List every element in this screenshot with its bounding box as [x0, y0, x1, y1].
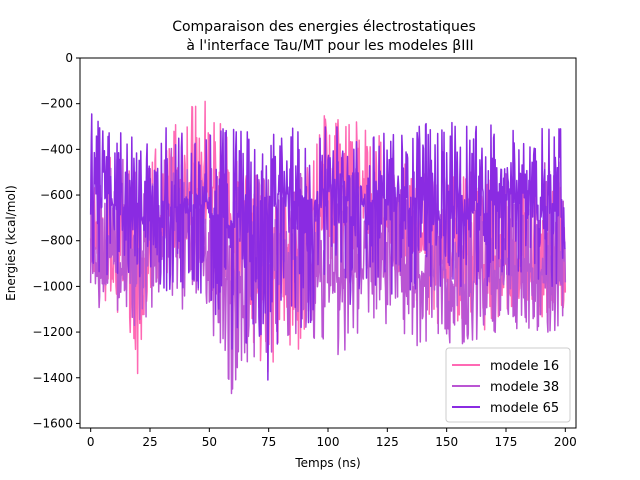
x-tick-label: 200 — [554, 435, 577, 449]
x-tick-label: 25 — [142, 435, 157, 449]
x-tick-label: 150 — [435, 435, 458, 449]
y-tick-label: −1600 — [32, 416, 73, 430]
chart-title-line-2: à l'interface Tau/MT pour les modeles βI… — [186, 38, 473, 54]
x-tick-label: 175 — [495, 435, 518, 449]
legend-label-modele-16: modele 16 — [490, 359, 559, 374]
x-tick-label: 0 — [87, 435, 95, 449]
legend-label-modele-38: modele 38 — [490, 380, 559, 395]
x-tick-label: 100 — [317, 435, 340, 449]
y-tick-label: −1200 — [32, 325, 73, 339]
chart-title-line-1: Comparaison des energies électrostatique… — [172, 19, 476, 35]
legend-box — [445, 347, 571, 423]
x-axis-label: Temps (ns) — [294, 456, 360, 470]
y-axis-label: Energies (kcal/mol) — [4, 185, 18, 301]
plot-area — [79, 57, 577, 429]
y-tick-label: −1000 — [32, 279, 73, 293]
y-tick-label: −400 — [40, 142, 73, 156]
y-axis: 0 −200 −400 −600 −800 −1000 −1200 −1400 −1600 — [32, 51, 80, 430]
y-tick-label: 0 — [65, 51, 73, 65]
series-line-modele-65 — [89, 113, 566, 381]
y-tick-label: −200 — [40, 97, 73, 111]
legend-label-modele-65: modele 65 — [490, 401, 559, 416]
x-axis: 0 25 50 75 100 125 150 175 200 — [87, 428, 577, 449]
x-tick-label: 50 — [202, 435, 217, 449]
y-tick-label: −800 — [40, 234, 73, 248]
y-tick-label: −1400 — [32, 371, 73, 385]
x-tick-label: 125 — [376, 435, 399, 449]
series-layer — [89, 100, 567, 395]
y-tick-label: −600 — [40, 188, 73, 202]
x-tick-label: 75 — [261, 435, 276, 449]
legend: modele 16 modele 38 modele 65 — [445, 347, 571, 423]
